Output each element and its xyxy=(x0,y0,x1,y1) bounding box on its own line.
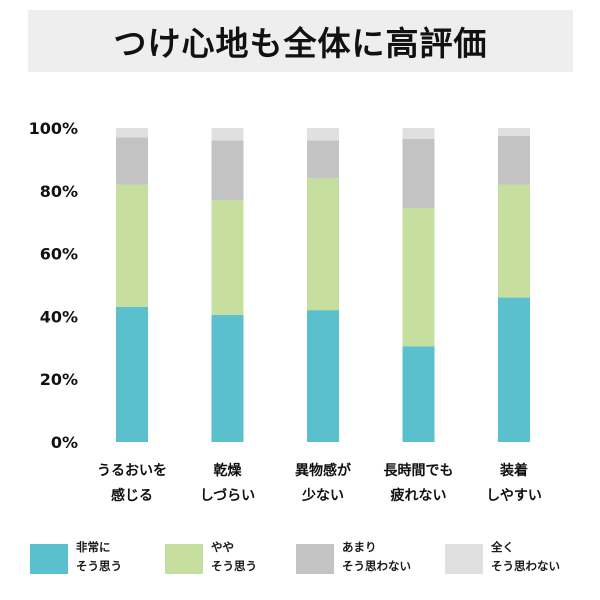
legend-label-line: やや xyxy=(211,540,234,554)
bar-segment-1-2 xyxy=(116,184,148,307)
y-tick-label: 80% xyxy=(40,182,78,201)
bar-segment-1-3 xyxy=(116,137,148,185)
bar-segment-5-1 xyxy=(498,297,530,442)
bar-segment-3-1 xyxy=(307,310,339,442)
bar-segment-4-4 xyxy=(402,128,435,139)
y-tick-label: 0% xyxy=(51,433,78,452)
legend-label: あまり そう思わない xyxy=(342,538,411,576)
bar-segment-2-3 xyxy=(211,140,244,201)
legend-label-line: そう思わない xyxy=(491,559,560,573)
legend-item-4: 全く そう思わない xyxy=(445,538,560,576)
category-label: しづらい xyxy=(200,487,255,504)
category-label: 異物感が xyxy=(295,462,352,479)
y-tick-label: 100% xyxy=(29,119,78,138)
category-label: うるおいを xyxy=(97,463,167,479)
category-label: 長時間でも xyxy=(384,462,454,479)
y-tick-label: 20% xyxy=(40,370,78,389)
legend-item-3: あまり そう思わない xyxy=(296,538,411,576)
bar-segment-5-2 xyxy=(498,184,530,298)
bar-segment-3-4 xyxy=(307,128,339,141)
legend: 非常に そう思う やや そう思う あまり そう思わない 全く そう思わない xyxy=(0,538,600,588)
y-tick-label: 40% xyxy=(40,307,78,326)
legend-swatch xyxy=(445,544,483,574)
bar-segment-4-2 xyxy=(402,208,435,347)
legend-label-line: 非常に xyxy=(76,540,111,554)
legend-swatch xyxy=(30,544,68,574)
legend-label-line: 全く xyxy=(491,540,514,554)
legend-item-1: 非常に そう思う xyxy=(30,538,122,576)
bar-segment-5-4 xyxy=(498,128,530,136)
category-label: 装着 xyxy=(499,462,528,479)
legend-label: 全く そう思わない xyxy=(491,538,560,576)
bar-segment-1-4 xyxy=(116,128,148,138)
bar-segment-2-4 xyxy=(211,128,244,141)
title-band: つけ心地も全体に高評価 xyxy=(28,10,573,72)
legend-label: やや そう思う xyxy=(211,538,257,576)
bar-segment-5-3 xyxy=(498,135,530,185)
category-label: 乾燥 xyxy=(214,462,243,479)
bar-segment-4-3 xyxy=(402,138,435,209)
y-tick-label: 60% xyxy=(40,245,78,264)
legend-label-line: あまり xyxy=(342,540,377,554)
legend-label: 非常に そう思う xyxy=(76,538,122,576)
legend-item-2: やや そう思う xyxy=(165,538,257,576)
legend-swatch xyxy=(296,544,334,574)
legend-label-line: そう思う xyxy=(76,559,122,573)
category-label: 感じる xyxy=(111,487,153,504)
bar-segment-1-1 xyxy=(116,306,148,442)
legend-label-line: そう思わない xyxy=(342,559,411,573)
bar-segment-2-2 xyxy=(211,200,244,315)
category-label: しやすい xyxy=(486,488,542,504)
bar-segment-3-2 xyxy=(307,178,339,311)
category-label: 疲れない xyxy=(391,487,447,504)
bar-segment-3-3 xyxy=(307,140,339,179)
chart-title: つけ心地も全体に高評価 xyxy=(113,24,488,63)
legend-label-line: そう思う xyxy=(211,559,257,573)
bar-segment-2-1 xyxy=(211,314,244,442)
bar-segment-4-1 xyxy=(402,346,435,442)
category-label: 少ない xyxy=(301,487,344,504)
legend-swatch xyxy=(165,544,203,574)
